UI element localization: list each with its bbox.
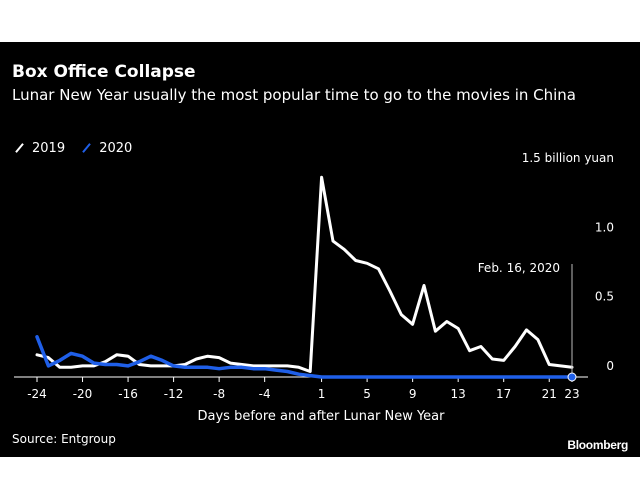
x-tick-label: -24 <box>27 387 47 401</box>
line-chart: 0 0.5 1.0 1.5 billion yuan -24 -20 -16 -12 -8 -4 1… <box>14 151 614 424</box>
x-tick-label: 13 <box>451 387 466 401</box>
x-tick-label: -4 <box>259 387 271 401</box>
bloomberg-logo: Bloomberg <box>567 438 628 452</box>
x-tick-label: 23 <box>564 387 579 401</box>
x-tick-label: 1 <box>318 387 326 401</box>
y-tick-label: 1.5 billion yuan <box>522 151 614 165</box>
x-tick-label: 9 <box>409 387 417 401</box>
x-tick-label: 17 <box>496 387 511 401</box>
y-tick-label: 0.5 <box>595 290 614 304</box>
y-tick-label: 1.0 <box>595 220 614 234</box>
legend-item-2020: 2020 <box>81 141 132 156</box>
series-line-2020 <box>35 335 574 379</box>
series-line-2019 <box>35 175 574 373</box>
chart-card: Box Office Collapse Lunar New Year usual… <box>0 42 640 457</box>
legend-item-2019: 2019 <box>14 141 65 156</box>
x-axis-title: Days before and after Lunar New Year <box>198 409 446 424</box>
x-tick-label: 5 <box>363 387 371 401</box>
x-tick-label: 21 <box>542 387 557 401</box>
legend-label-2020: 2020 <box>99 140 133 156</box>
y-tick-label: 0 <box>606 359 614 373</box>
x-tick-label: -12 <box>164 387 184 401</box>
chart-subtitle: Lunar New Year usually the most popular … <box>12 86 577 104</box>
chart-title: Box Office Collapse <box>12 62 196 82</box>
x-tick-label: -20 <box>73 387 93 401</box>
x-tick-label: -8 <box>213 387 225 401</box>
legend-label-2019: 2019 <box>32 140 66 156</box>
legend: 2019 2020 <box>14 138 144 156</box>
x-tick-label: -16 <box>118 387 138 401</box>
annotation-marker <box>567 372 577 382</box>
source-note: Source: Entgroup <box>12 432 116 446</box>
annotation-label: Feb. 16, 2020 <box>478 261 560 275</box>
